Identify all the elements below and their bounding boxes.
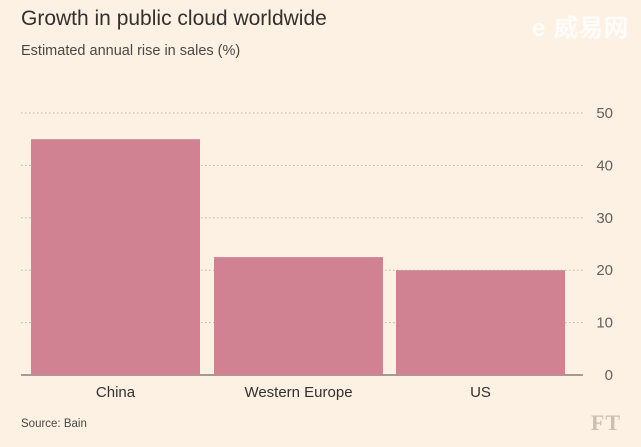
bars [31,139,565,375]
y-tick-label: 10 [596,315,613,332]
y-tick-label: 20 [596,262,613,279]
y-tick-label: 50 [596,105,613,122]
y-tick-label: 30 [596,210,613,227]
x-tick-label: US [470,384,491,401]
x-axis-labels: China Western Europe US [96,384,491,401]
y-tick-label: 40 [596,157,613,174]
chart-title: Growth in public cloud worldwide [21,7,327,30]
y-axis-ticks: 0 10 20 30 40 50 [596,105,613,384]
x-tick-label: Western Europe [244,384,352,401]
chart-subtitle: Estimated annual rise in sales (%) [21,43,241,59]
bar-western-europe [214,257,383,375]
x-tick-label: China [96,384,136,401]
ft-logo: FT [590,410,621,435]
bar-china [31,139,200,375]
bar-us [396,270,565,375]
source-note: Source: Bain [21,418,87,430]
y-tick-label: 0 [605,367,613,384]
watermark-logo: e 威易网 [531,15,629,42]
